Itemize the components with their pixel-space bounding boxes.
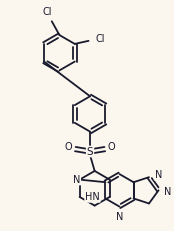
Text: O: O bbox=[65, 142, 72, 152]
Text: N: N bbox=[73, 175, 80, 185]
Text: S: S bbox=[87, 146, 93, 157]
Text: N: N bbox=[116, 212, 123, 222]
Text: N: N bbox=[155, 170, 162, 180]
Text: Cl: Cl bbox=[95, 34, 105, 44]
Text: O: O bbox=[108, 142, 115, 152]
Text: N: N bbox=[164, 187, 171, 197]
Text: HN: HN bbox=[85, 192, 100, 202]
Text: Cl: Cl bbox=[42, 7, 52, 17]
